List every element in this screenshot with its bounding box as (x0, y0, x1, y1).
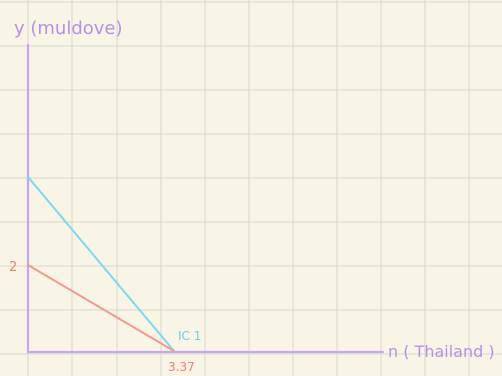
red-budget-line (27, 264, 175, 352)
y-intercept-label: 2 (9, 260, 17, 275)
indifference-curve-label: IC 1 (178, 329, 201, 343)
blue-budget-line (27, 176, 175, 352)
x-intercept-label: 3.37 (168, 360, 195, 374)
y-axis-label: y (muldove) (14, 18, 123, 39)
x-axis-label: n ( Thailand ) (388, 342, 495, 361)
